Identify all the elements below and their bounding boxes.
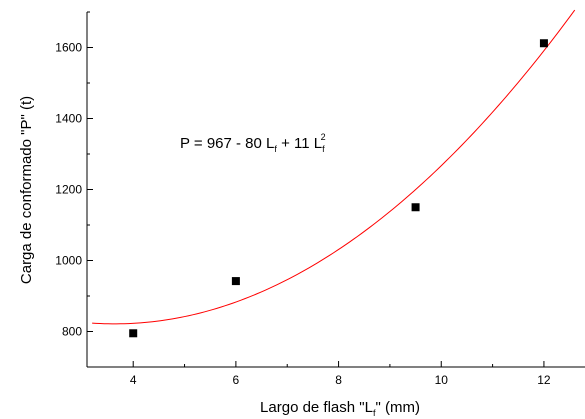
x-tick-label: 10 [435, 373, 449, 387]
y-tick-label: 800 [62, 325, 82, 339]
data-point [411, 203, 420, 212]
data-point [539, 39, 548, 48]
x-tick-label: 6 [233, 373, 240, 387]
y-tick-label: 1400 [55, 112, 82, 126]
fit-equation: P = 967 - 80 Lf + 11 Lf2 [180, 132, 326, 154]
x-ticks: 4 6 8 10 12 [130, 361, 551, 387]
y-tick-label: 1200 [55, 183, 82, 197]
y-tick-label: 1600 [55, 41, 82, 55]
y-tick-label: 1000 [55, 254, 82, 268]
x-tick-label: 4 [130, 373, 137, 387]
data-point [129, 329, 138, 338]
fit-curve [92, 9, 576, 325]
y-ticks: 800 1000 1200 1400 1600 [55, 11, 93, 368]
y-axis-title: Carga de conformado "P" (t) [18, 96, 35, 284]
x-tick-label: 8 [335, 373, 342, 387]
data-points [129, 39, 548, 338]
x-axis-title: Largo de flash "Lf" (mm) [260, 399, 420, 418]
x-tick-label: 12 [537, 373, 551, 387]
data-point [231, 277, 240, 286]
